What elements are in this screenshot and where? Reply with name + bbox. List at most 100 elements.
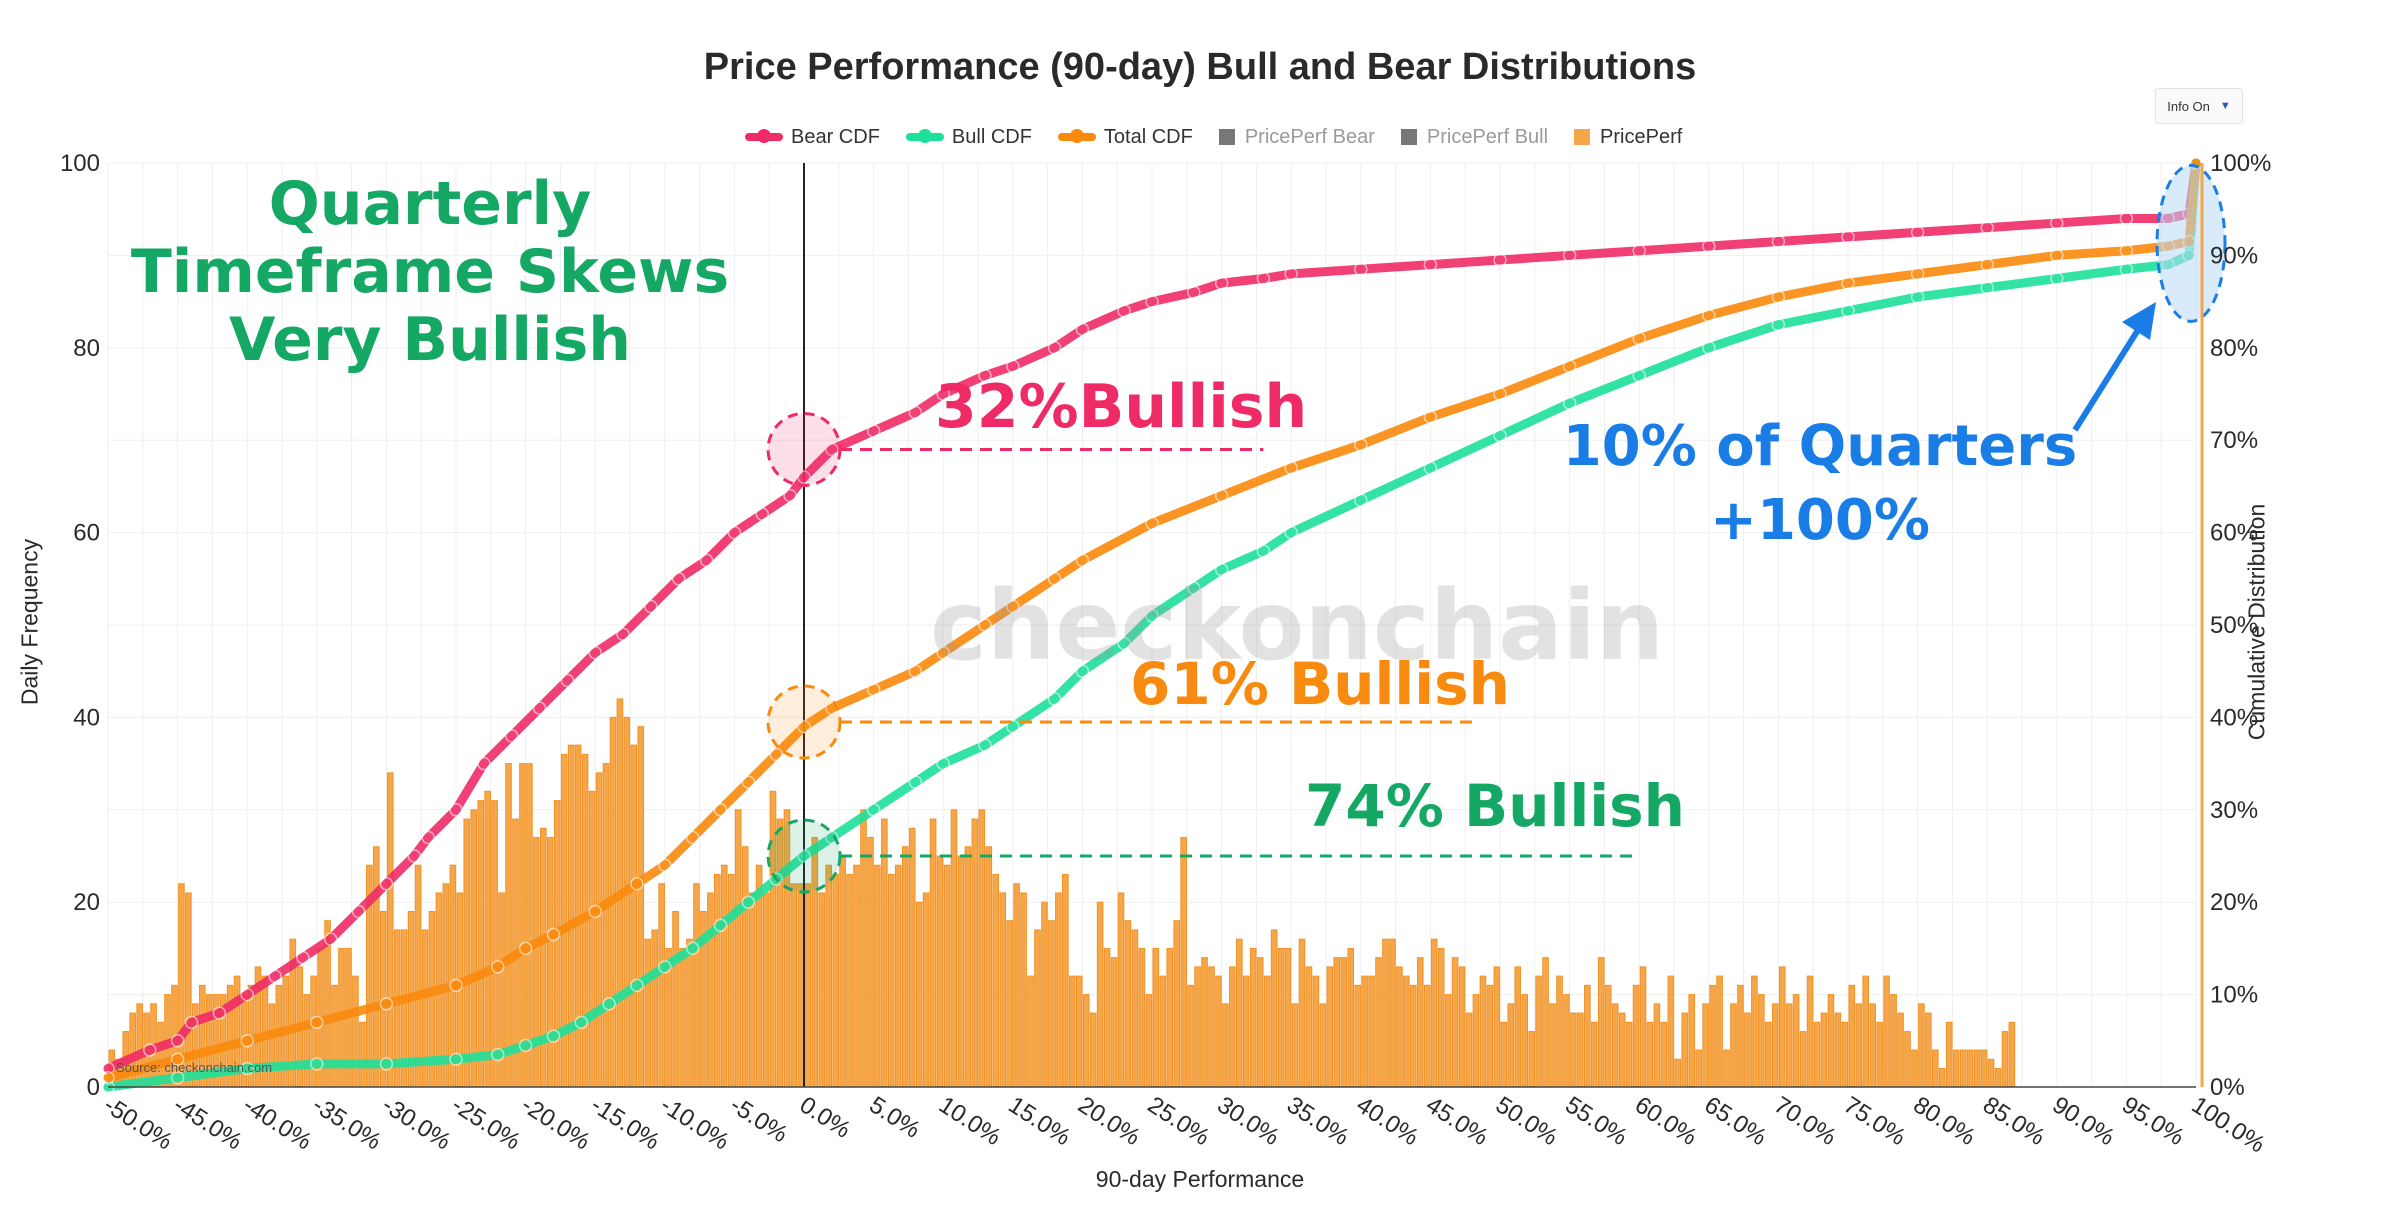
bar	[1361, 975, 1368, 1088]
bar	[1702, 1003, 1709, 1088]
bar	[1284, 947, 1292, 1088]
bar	[1911, 1049, 1918, 1088]
bar	[1319, 1003, 1327, 1088]
data-point	[713, 918, 728, 933]
bar	[888, 873, 895, 1088]
data-point	[560, 673, 575, 688]
data-point	[1256, 271, 1271, 286]
data-point	[1214, 562, 1229, 577]
bar	[637, 726, 645, 1088]
arrow-head-icon	[2122, 302, 2156, 340]
bar	[1270, 929, 1278, 1088]
data-point	[1214, 488, 1229, 503]
legend-swatch-priceperf-bear	[1218, 129, 1235, 145]
legend-item-priceperf[interactable]: PricePerf	[1574, 126, 1682, 149]
bar	[1507, 1003, 1515, 1088]
data-point	[1562, 359, 1577, 374]
data-point	[407, 849, 421, 863]
data-point	[2119, 211, 2134, 226]
data-point	[1075, 664, 1090, 678]
data-point	[1423, 410, 1438, 424]
data-point	[379, 876, 394, 891]
bar	[1792, 994, 1800, 1088]
bar	[936, 855, 944, 1088]
legend-swatch-total-cdf	[1057, 129, 1096, 143]
data-point	[741, 775, 756, 789]
data-point	[546, 927, 561, 942]
bar	[1876, 1021, 1883, 1088]
bar	[762, 892, 770, 1088]
bar	[1723, 1049, 1730, 1088]
info-toggle-dropdown[interactable]: Info On ▼	[2155, 88, 2243, 124]
bar	[1785, 1003, 1793, 1088]
legend-label-priceperf: PricePerf	[1600, 125, 1683, 148]
bar	[1034, 929, 1041, 1088]
bar	[1444, 994, 1452, 1088]
data-point	[1284, 267, 1298, 281]
legend-swatch-bear-cdf	[745, 129, 783, 143]
bar	[1152, 947, 1160, 1088]
bar	[1326, 966, 1334, 1088]
bar	[1166, 947, 1174, 1088]
bar	[1834, 1012, 1842, 1088]
data-point	[532, 701, 547, 715]
bar	[818, 892, 826, 1088]
x-tick-label: 55.0%	[1560, 1091, 1632, 1151]
data-point	[1910, 225, 1925, 240]
bar	[1813, 1021, 1821, 1088]
bar	[1486, 984, 1494, 1088]
bar	[853, 864, 860, 1088]
annotation-marker-circle	[766, 684, 842, 760]
data-point	[1493, 387, 1507, 401]
data-point	[1047, 692, 1062, 706]
bar	[1980, 1049, 1988, 1088]
bar	[1006, 920, 1013, 1088]
legend-item-priceperf-bear[interactable]: PricePerf Bear	[1218, 126, 1375, 149]
bar	[1312, 975, 1320, 1088]
data-point	[477, 756, 491, 771]
bar	[1542, 957, 1549, 1088]
data-point	[1702, 341, 1716, 355]
x-tick-label: -25.0%	[447, 1091, 525, 1155]
bar	[1918, 1003, 1925, 1088]
bar	[797, 883, 805, 1088]
data-point	[644, 599, 658, 614]
data-point	[449, 803, 463, 817]
bar	[1416, 957, 1424, 1088]
x-tick-label: -15.0%	[586, 1091, 664, 1155]
bar	[922, 892, 930, 1088]
bar	[533, 837, 540, 1088]
bar	[1535, 975, 1542, 1088]
data-point	[685, 830, 700, 845]
bar	[2008, 1021, 2016, 1088]
annotation-quarters: 10% of Quarters +100%	[1560, 410, 2080, 558]
legend-item-bear-cdf[interactable]: Bear CDF	[745, 126, 880, 149]
bar	[1716, 975, 1723, 1088]
legend-item-total-cdf[interactable]: Total CDF	[1057, 126, 1193, 149]
bar	[1305, 966, 1313, 1088]
data-point	[1562, 248, 1577, 263]
bar	[1806, 975, 1814, 1088]
data-point	[769, 747, 783, 762]
x-tick-label: 0.0%	[795, 1091, 856, 1143]
x-tick-label: -5.0%	[725, 1091, 792, 1148]
data-point	[491, 960, 505, 974]
data-point	[1632, 368, 1646, 383]
data-point	[908, 664, 923, 678]
legend-item-bull-cdf[interactable]: Bull CDF	[905, 126, 1032, 149]
bar	[1597, 957, 1605, 1088]
x-tick-label: -20.0%	[516, 1091, 594, 1155]
legend-item-priceperf-bull[interactable]: PricePerf Bull	[1400, 126, 1548, 149]
bar	[1062, 873, 1069, 1088]
data-point	[143, 1043, 157, 1057]
bar	[1187, 984, 1194, 1088]
bar	[790, 883, 798, 1088]
bar	[1215, 975, 1222, 1088]
data-point	[1354, 493, 1368, 508]
data-point	[978, 738, 992, 752]
x-tick-label: 75.0%	[1839, 1091, 1911, 1151]
bar	[846, 873, 853, 1088]
bar	[860, 809, 867, 1088]
data-point	[1187, 581, 1201, 595]
annotation-bear-bullish: 32%Bullish	[935, 372, 1308, 442]
